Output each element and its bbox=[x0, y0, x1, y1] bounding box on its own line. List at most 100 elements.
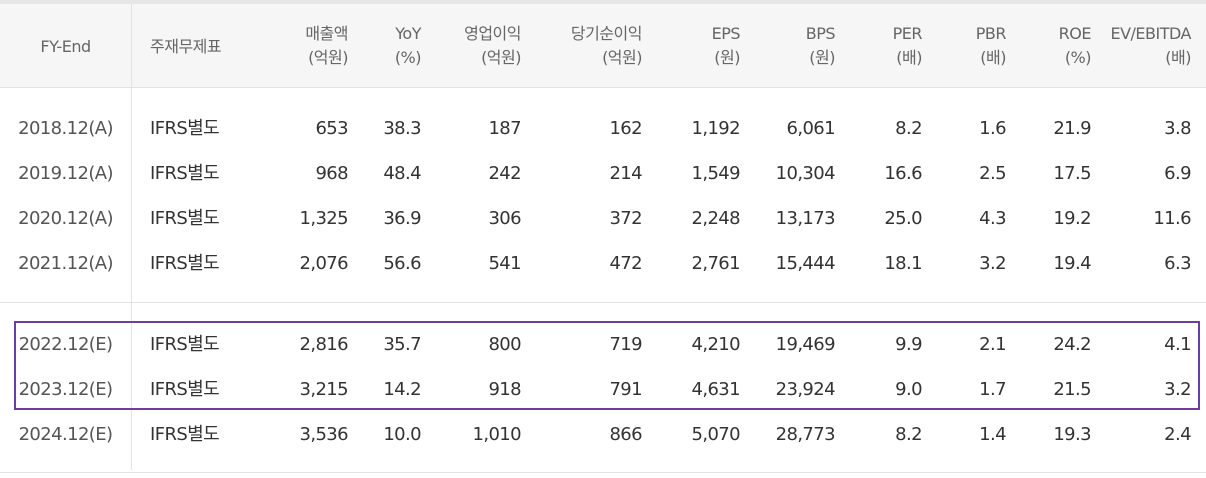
table-cell: 38.3 bbox=[383, 118, 421, 139]
column-header: BPS (원) bbox=[745, 22, 836, 70]
column-header-label: PER bbox=[892, 24, 923, 43]
column-header: ROE (%) bbox=[1010, 22, 1092, 70]
table-cell: 8.2 bbox=[895, 118, 922, 139]
table-cell: 4.1 bbox=[1164, 334, 1191, 355]
table-cell: 2,761 bbox=[691, 253, 740, 274]
table-cell: 3,536 bbox=[299, 424, 348, 445]
table-cell: 2.5 bbox=[979, 163, 1006, 184]
table-cell: 866 bbox=[609, 424, 642, 445]
table-header bbox=[0, 4, 1206, 88]
table-cell: 36.9 bbox=[383, 208, 421, 229]
column-header-label: BPS bbox=[805, 24, 836, 43]
table-cell: 10,304 bbox=[775, 163, 836, 184]
table-cell: 21.5 bbox=[1053, 379, 1091, 400]
table-cell: 1,010 bbox=[472, 424, 521, 445]
column-header: PER (배) bbox=[840, 22, 923, 70]
table-cell: 2,248 bbox=[691, 208, 740, 229]
table-cell: 918 bbox=[488, 379, 521, 400]
table-cell: 10.0 bbox=[383, 424, 421, 445]
table-cell: 19.3 bbox=[1053, 424, 1091, 445]
column-header: EV/EBITDA (배) bbox=[1095, 22, 1191, 70]
table-cell: 187 bbox=[488, 118, 521, 139]
table-cell: 9.0 bbox=[895, 379, 922, 400]
table-cell: 15,444 bbox=[775, 253, 836, 274]
table-cell: 16.6 bbox=[884, 163, 922, 184]
table-cell: 21.9 bbox=[1053, 118, 1091, 139]
table-cell: IFRS별도 bbox=[150, 163, 220, 184]
table-cell: 3.8 bbox=[1164, 118, 1191, 139]
table-cell: 2,816 bbox=[299, 334, 348, 355]
table-cell: IFRS별도 bbox=[150, 334, 220, 355]
table-cell: 11.6 bbox=[1153, 208, 1191, 229]
table-cell: 5,070 bbox=[691, 424, 740, 445]
column-header-unit: (배) bbox=[980, 48, 1006, 67]
table-cell: 1.4 bbox=[979, 424, 1006, 445]
table-cell: 791 bbox=[609, 379, 642, 400]
table-cell: 48.4 bbox=[383, 163, 421, 184]
table-cell: 1,192 bbox=[691, 118, 740, 139]
table-cell: 8.2 bbox=[895, 424, 922, 445]
table-cell: 719 bbox=[609, 334, 642, 355]
table-cell: IFRS별도 bbox=[150, 379, 220, 400]
table-cell: 35.7 bbox=[383, 334, 421, 355]
table-cell: 56.6 bbox=[383, 253, 421, 274]
column-header: 영업이익 (억원) bbox=[425, 22, 521, 70]
table-cell: 6,061 bbox=[786, 118, 835, 139]
column-header-label: YoY bbox=[395, 24, 421, 43]
column-header-unit: (원) bbox=[714, 48, 740, 67]
column-header-unit: (원) bbox=[809, 48, 835, 67]
table-cell: 3,215 bbox=[299, 379, 348, 400]
table-cell: 306 bbox=[488, 208, 521, 229]
column-header-unit: (억원) bbox=[481, 48, 521, 67]
table-cell: 472 bbox=[609, 253, 642, 274]
table-cell: IFRS별도 bbox=[150, 208, 220, 229]
table-cell: 1,549 bbox=[691, 163, 740, 184]
table-cell: 214 bbox=[609, 163, 642, 184]
column-header-label: PBR bbox=[975, 24, 1007, 43]
column-header-unit: (억원) bbox=[602, 48, 642, 67]
column-header: 당기순이익 (억원) bbox=[525, 22, 643, 70]
table-cell: 800 bbox=[488, 334, 521, 355]
table-cell: 4,210 bbox=[691, 334, 740, 355]
table-cell: 13,173 bbox=[775, 208, 836, 229]
table-cell: 1,325 bbox=[299, 208, 348, 229]
table-cell: 19,469 bbox=[775, 334, 836, 355]
table-cell: 19.4 bbox=[1053, 253, 1091, 274]
column-header-label: EPS bbox=[711, 24, 741, 43]
table-cell: 14.2 bbox=[383, 379, 421, 400]
column-header-label: FY-End bbox=[40, 37, 91, 56]
table-cell: 242 bbox=[488, 163, 521, 184]
table-cell: 17.5 bbox=[1053, 163, 1091, 184]
column-header-label: ROE bbox=[1058, 24, 1092, 43]
column-header-unit: (%) bbox=[394, 48, 422, 67]
column-divider bbox=[131, 4, 132, 470]
table-cell: 2018.12(A) bbox=[18, 118, 113, 139]
column-header: 매출액 (억원) bbox=[258, 22, 348, 70]
table-cell: 541 bbox=[488, 253, 521, 274]
table-cell: 162 bbox=[609, 118, 642, 139]
table-cell: 2021.12(A) bbox=[18, 253, 113, 274]
table-cell: 2024.12(E) bbox=[18, 424, 113, 445]
table-cell: 4.3 bbox=[979, 208, 1006, 229]
table-cell: 2019.12(A) bbox=[18, 163, 113, 184]
column-header: YoY (%) bbox=[350, 22, 422, 70]
column-header-unit: (%) bbox=[1064, 48, 1092, 67]
column-header: PBR (배) bbox=[925, 22, 1007, 70]
table-cell: 2.4 bbox=[1164, 424, 1191, 445]
column-header-unit: (억원) bbox=[308, 48, 348, 67]
column-header: EPS (원) bbox=[650, 22, 741, 70]
table-cell: 2023.12(E) bbox=[18, 379, 113, 400]
column-header-unit: (배) bbox=[896, 48, 922, 67]
column-header-label: 주재무제표 bbox=[150, 37, 222, 56]
table-cell: 4,631 bbox=[691, 379, 740, 400]
table-cell: 6.9 bbox=[1164, 163, 1191, 184]
table-cell: IFRS별도 bbox=[150, 253, 220, 274]
table-cell: 2022.12(E) bbox=[18, 334, 113, 355]
table-cell: 28,773 bbox=[775, 424, 836, 445]
table-cell: 3.2 bbox=[1164, 379, 1191, 400]
table-cell: 2.1 bbox=[979, 334, 1006, 355]
table-cell: 653 bbox=[315, 118, 348, 139]
column-header-label: 영업이익 bbox=[464, 24, 521, 43]
table-cell: 1.6 bbox=[979, 118, 1006, 139]
column-header: FY-End bbox=[0, 35, 131, 59]
